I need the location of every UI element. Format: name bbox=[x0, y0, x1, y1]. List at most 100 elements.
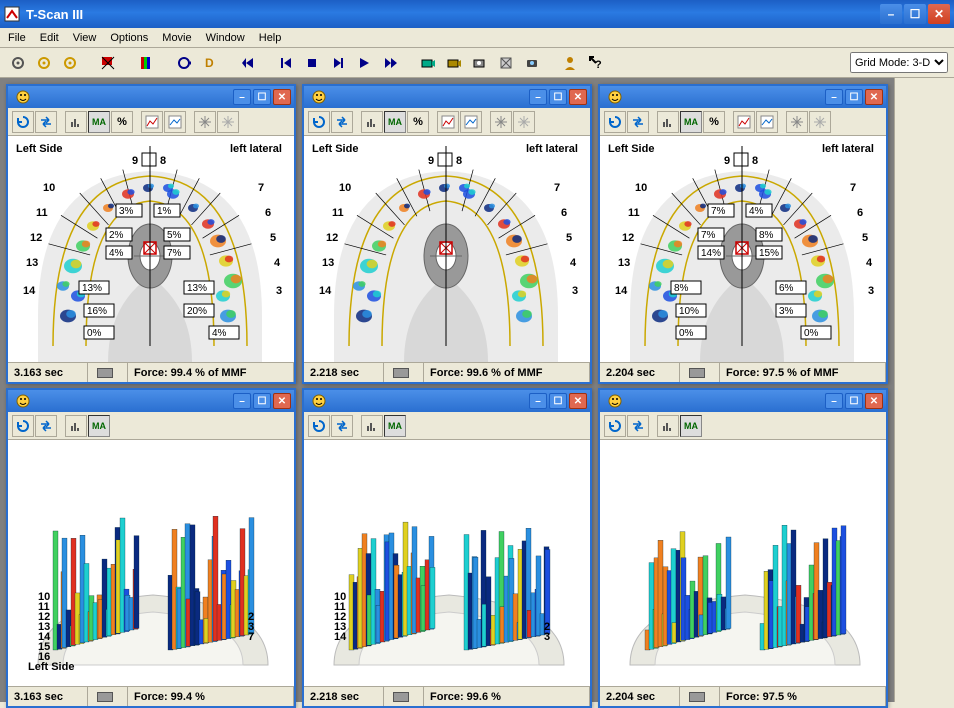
child-close-button[interactable]: ✕ bbox=[273, 89, 291, 105]
menu-movie[interactable]: Movie bbox=[162, 32, 191, 44]
ct-refresh-button[interactable] bbox=[604, 415, 626, 437]
step-icon[interactable] bbox=[326, 51, 350, 75]
ct-bars-button[interactable] bbox=[361, 415, 383, 437]
ct-MA-button[interactable]: MA bbox=[88, 111, 110, 133]
menu-help[interactable]: Help bbox=[259, 32, 282, 44]
ct-burst1-button[interactable] bbox=[194, 111, 216, 133]
child-icon bbox=[311, 89, 327, 105]
app-maximize-button[interactable]: ☐ bbox=[904, 4, 926, 24]
camera2-icon[interactable] bbox=[442, 51, 466, 75]
child-window-r2c1: – ☐ ✕ MA 10111213141516732Left Side 3.16… bbox=[6, 388, 296, 708]
ct-chart1-button[interactable] bbox=[141, 111, 163, 133]
ct-refresh-button[interactable] bbox=[12, 415, 34, 437]
ct-swap-button[interactable] bbox=[331, 415, 353, 437]
menu-edit[interactable]: Edit bbox=[40, 32, 59, 44]
child-maximize-button[interactable]: ☐ bbox=[253, 89, 271, 105]
ct-refresh-button[interactable] bbox=[308, 415, 330, 437]
ct-MA-button[interactable]: MA bbox=[384, 111, 406, 133]
play-icon[interactable] bbox=[352, 51, 376, 75]
child-close-button[interactable]: ✕ bbox=[865, 393, 883, 409]
ct-chart1-button[interactable] bbox=[733, 111, 755, 133]
ct-burst2-button[interactable] bbox=[809, 111, 831, 133]
grid-mode-dropdown[interactable]: Grid Mode: 3-D bbox=[850, 52, 948, 73]
ct-chart2-button[interactable] bbox=[164, 111, 186, 133]
child-close-button[interactable]: ✕ bbox=[273, 393, 291, 409]
person-icon[interactable] bbox=[558, 51, 582, 75]
child-maximize-button[interactable]: ☐ bbox=[845, 89, 863, 105]
child-titlebar[interactable]: – ☐ ✕ bbox=[304, 390, 590, 412]
ct-refresh-button[interactable] bbox=[12, 111, 34, 133]
camera1-icon[interactable] bbox=[416, 51, 440, 75]
help-arrow-icon[interactable]: ? bbox=[584, 51, 608, 75]
child-minimize-button[interactable]: – bbox=[825, 393, 843, 409]
ct-bars-button[interactable] bbox=[65, 111, 87, 133]
ct-bars-button[interactable] bbox=[657, 415, 679, 437]
child-close-button[interactable]: ✕ bbox=[865, 89, 883, 105]
ct-burst1-button[interactable] bbox=[786, 111, 808, 133]
svg-text:Left Side: Left Side bbox=[608, 143, 654, 155]
ct-bars-button[interactable] bbox=[657, 111, 679, 133]
skip-back-icon[interactable] bbox=[274, 51, 298, 75]
ct-MA-button[interactable]: MA bbox=[680, 111, 702, 133]
child-titlebar[interactable]: – ☐ ✕ bbox=[8, 86, 294, 108]
child-close-button[interactable]: ✕ bbox=[569, 393, 587, 409]
child-titlebar[interactable]: – ☐ ✕ bbox=[600, 86, 886, 108]
ct-swap-button[interactable] bbox=[35, 111, 57, 133]
ct-swap-button[interactable] bbox=[331, 111, 353, 133]
ct-refresh-button[interactable] bbox=[308, 111, 330, 133]
child-maximize-button[interactable]: ☐ bbox=[549, 393, 567, 409]
app-close-button[interactable]: ✕ bbox=[928, 4, 950, 24]
ct-%-button[interactable]: % bbox=[111, 111, 133, 133]
svg-text:13: 13 bbox=[26, 257, 38, 269]
child-maximize-button[interactable]: ☐ bbox=[253, 393, 271, 409]
ct-chart2-button[interactable] bbox=[756, 111, 778, 133]
child-maximize-button[interactable]: ☐ bbox=[845, 393, 863, 409]
ct-MA-button[interactable]: MA bbox=[384, 415, 406, 437]
palette-icon[interactable] bbox=[134, 51, 158, 75]
stop-icon[interactable] bbox=[300, 51, 324, 75]
ct-%-button[interactable]: % bbox=[407, 111, 429, 133]
app-minimize-button[interactable]: – bbox=[880, 4, 902, 24]
ct-MA-button[interactable]: MA bbox=[680, 415, 702, 437]
camera5-icon[interactable] bbox=[520, 51, 544, 75]
ct-bars-button[interactable] bbox=[65, 415, 87, 437]
gear3-icon[interactable] bbox=[58, 51, 82, 75]
ct-%-button[interactable]: % bbox=[703, 111, 725, 133]
ct-swap-button[interactable] bbox=[35, 415, 57, 437]
menu-options[interactable]: Options bbox=[110, 32, 148, 44]
flag-x-icon[interactable] bbox=[96, 51, 120, 75]
child-minimize-button[interactable]: – bbox=[233, 89, 251, 105]
child-minimize-button[interactable]: – bbox=[529, 393, 547, 409]
ff-icon[interactable] bbox=[378, 51, 402, 75]
child-close-button[interactable]: ✕ bbox=[569, 89, 587, 105]
camera4-icon[interactable] bbox=[494, 51, 518, 75]
svg-text:3%: 3% bbox=[119, 206, 134, 217]
child-titlebar[interactable]: – ☐ ✕ bbox=[600, 390, 886, 412]
menu-view[interactable]: View bbox=[73, 32, 97, 44]
rewind-icon[interactable] bbox=[236, 51, 260, 75]
child-minimize-button[interactable]: – bbox=[233, 393, 251, 409]
gear2-icon[interactable] bbox=[32, 51, 56, 75]
ct-MA-button[interactable]: MA bbox=[88, 415, 110, 437]
child-titlebar[interactable]: – ☐ ✕ bbox=[8, 390, 294, 412]
gear1-icon[interactable] bbox=[6, 51, 30, 75]
ct-chart2-button[interactable] bbox=[460, 111, 482, 133]
ct-chart1-button[interactable] bbox=[437, 111, 459, 133]
camera3-icon[interactable] bbox=[468, 51, 492, 75]
child-minimize-button[interactable]: – bbox=[825, 89, 843, 105]
menu-window[interactable]: Window bbox=[206, 32, 245, 44]
ct-burst2-button[interactable] bbox=[513, 111, 535, 133]
child-minimize-button[interactable]: – bbox=[529, 89, 547, 105]
ct-burst2-button[interactable] bbox=[217, 111, 239, 133]
menu-file[interactable]: File bbox=[8, 32, 26, 44]
d-icon[interactable]: D bbox=[198, 51, 222, 75]
child-titlebar[interactable]: – ☐ ✕ bbox=[304, 86, 590, 108]
ct-swap-button[interactable] bbox=[627, 111, 649, 133]
ct-burst1-button[interactable] bbox=[490, 111, 512, 133]
child-maximize-button[interactable]: ☐ bbox=[549, 89, 567, 105]
child-toolbar: MA bbox=[304, 412, 590, 440]
ct-refresh-button[interactable] bbox=[604, 111, 626, 133]
ct-bars-button[interactable] bbox=[361, 111, 383, 133]
loop-icon[interactable] bbox=[172, 51, 196, 75]
ct-swap-button[interactable] bbox=[627, 415, 649, 437]
